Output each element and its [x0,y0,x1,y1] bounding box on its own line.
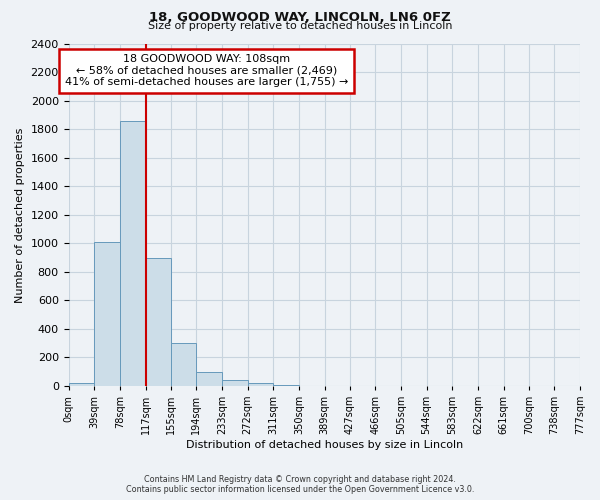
Bar [222,380,248,386]
X-axis label: Distribution of detached houses by size in Lincoln: Distribution of detached houses by size … [185,440,463,450]
Y-axis label: Number of detached properties: Number of detached properties [15,128,25,302]
Text: Size of property relative to detached houses in Lincoln: Size of property relative to detached ho… [148,21,452,31]
Text: 18 GOODWOOD WAY: 108sqm
← 58% of detached houses are smaller (2,469)
41% of semi: 18 GOODWOOD WAY: 108sqm ← 58% of detache… [65,54,349,88]
Bar [68,383,94,386]
Bar [146,258,170,386]
Bar [170,343,196,386]
Bar [273,385,299,386]
Bar [248,383,273,386]
Bar [94,242,120,386]
Bar [120,121,146,386]
Bar [196,372,222,386]
Text: Contains HM Land Registry data © Crown copyright and database right 2024.
Contai: Contains HM Land Registry data © Crown c… [126,474,474,494]
Text: 18, GOODWOOD WAY, LINCOLN, LN6 0FZ: 18, GOODWOOD WAY, LINCOLN, LN6 0FZ [149,11,451,24]
